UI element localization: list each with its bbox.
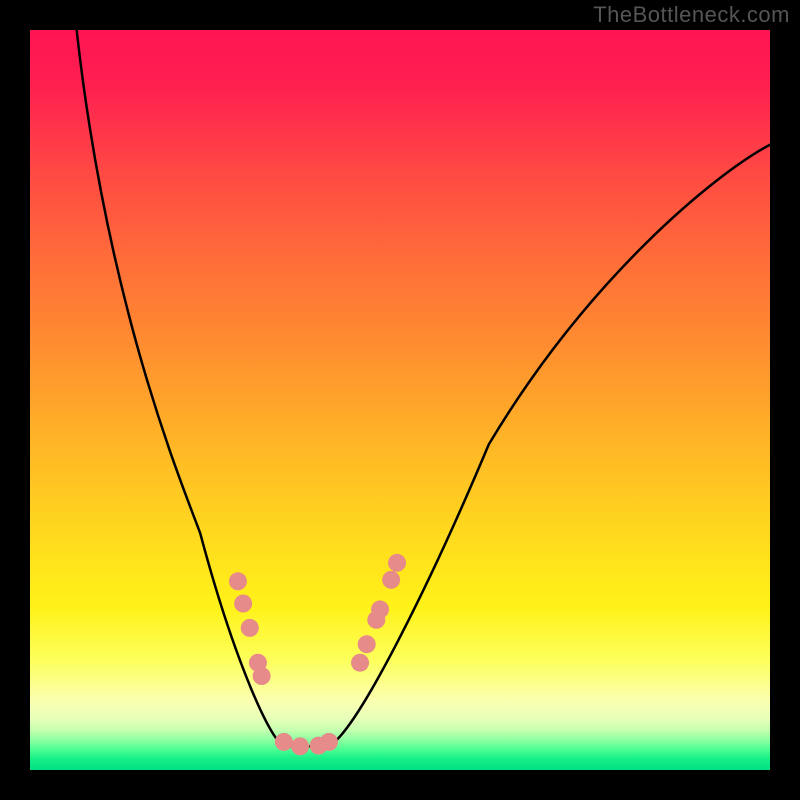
v-curve-svg xyxy=(30,30,770,770)
data-marker xyxy=(358,635,376,653)
data-marker xyxy=(371,600,389,618)
data-marker xyxy=(291,737,309,755)
data-marker xyxy=(275,733,293,751)
bottleneck-curve xyxy=(77,30,770,746)
border-right xyxy=(770,0,800,800)
data-marker xyxy=(382,571,400,589)
border-bottom xyxy=(0,770,800,800)
data-marker xyxy=(320,733,338,751)
bottleneck-chart: TheBottleneck.com xyxy=(0,0,800,800)
data-marker xyxy=(388,554,406,572)
data-marker xyxy=(229,572,247,590)
watermark-text: TheBottleneck.com xyxy=(593,2,790,28)
data-marker xyxy=(234,595,252,613)
plot-area xyxy=(30,30,770,770)
data-marker xyxy=(253,667,271,685)
data-marker xyxy=(241,619,259,637)
data-marker xyxy=(351,654,369,672)
border-left xyxy=(0,0,30,800)
